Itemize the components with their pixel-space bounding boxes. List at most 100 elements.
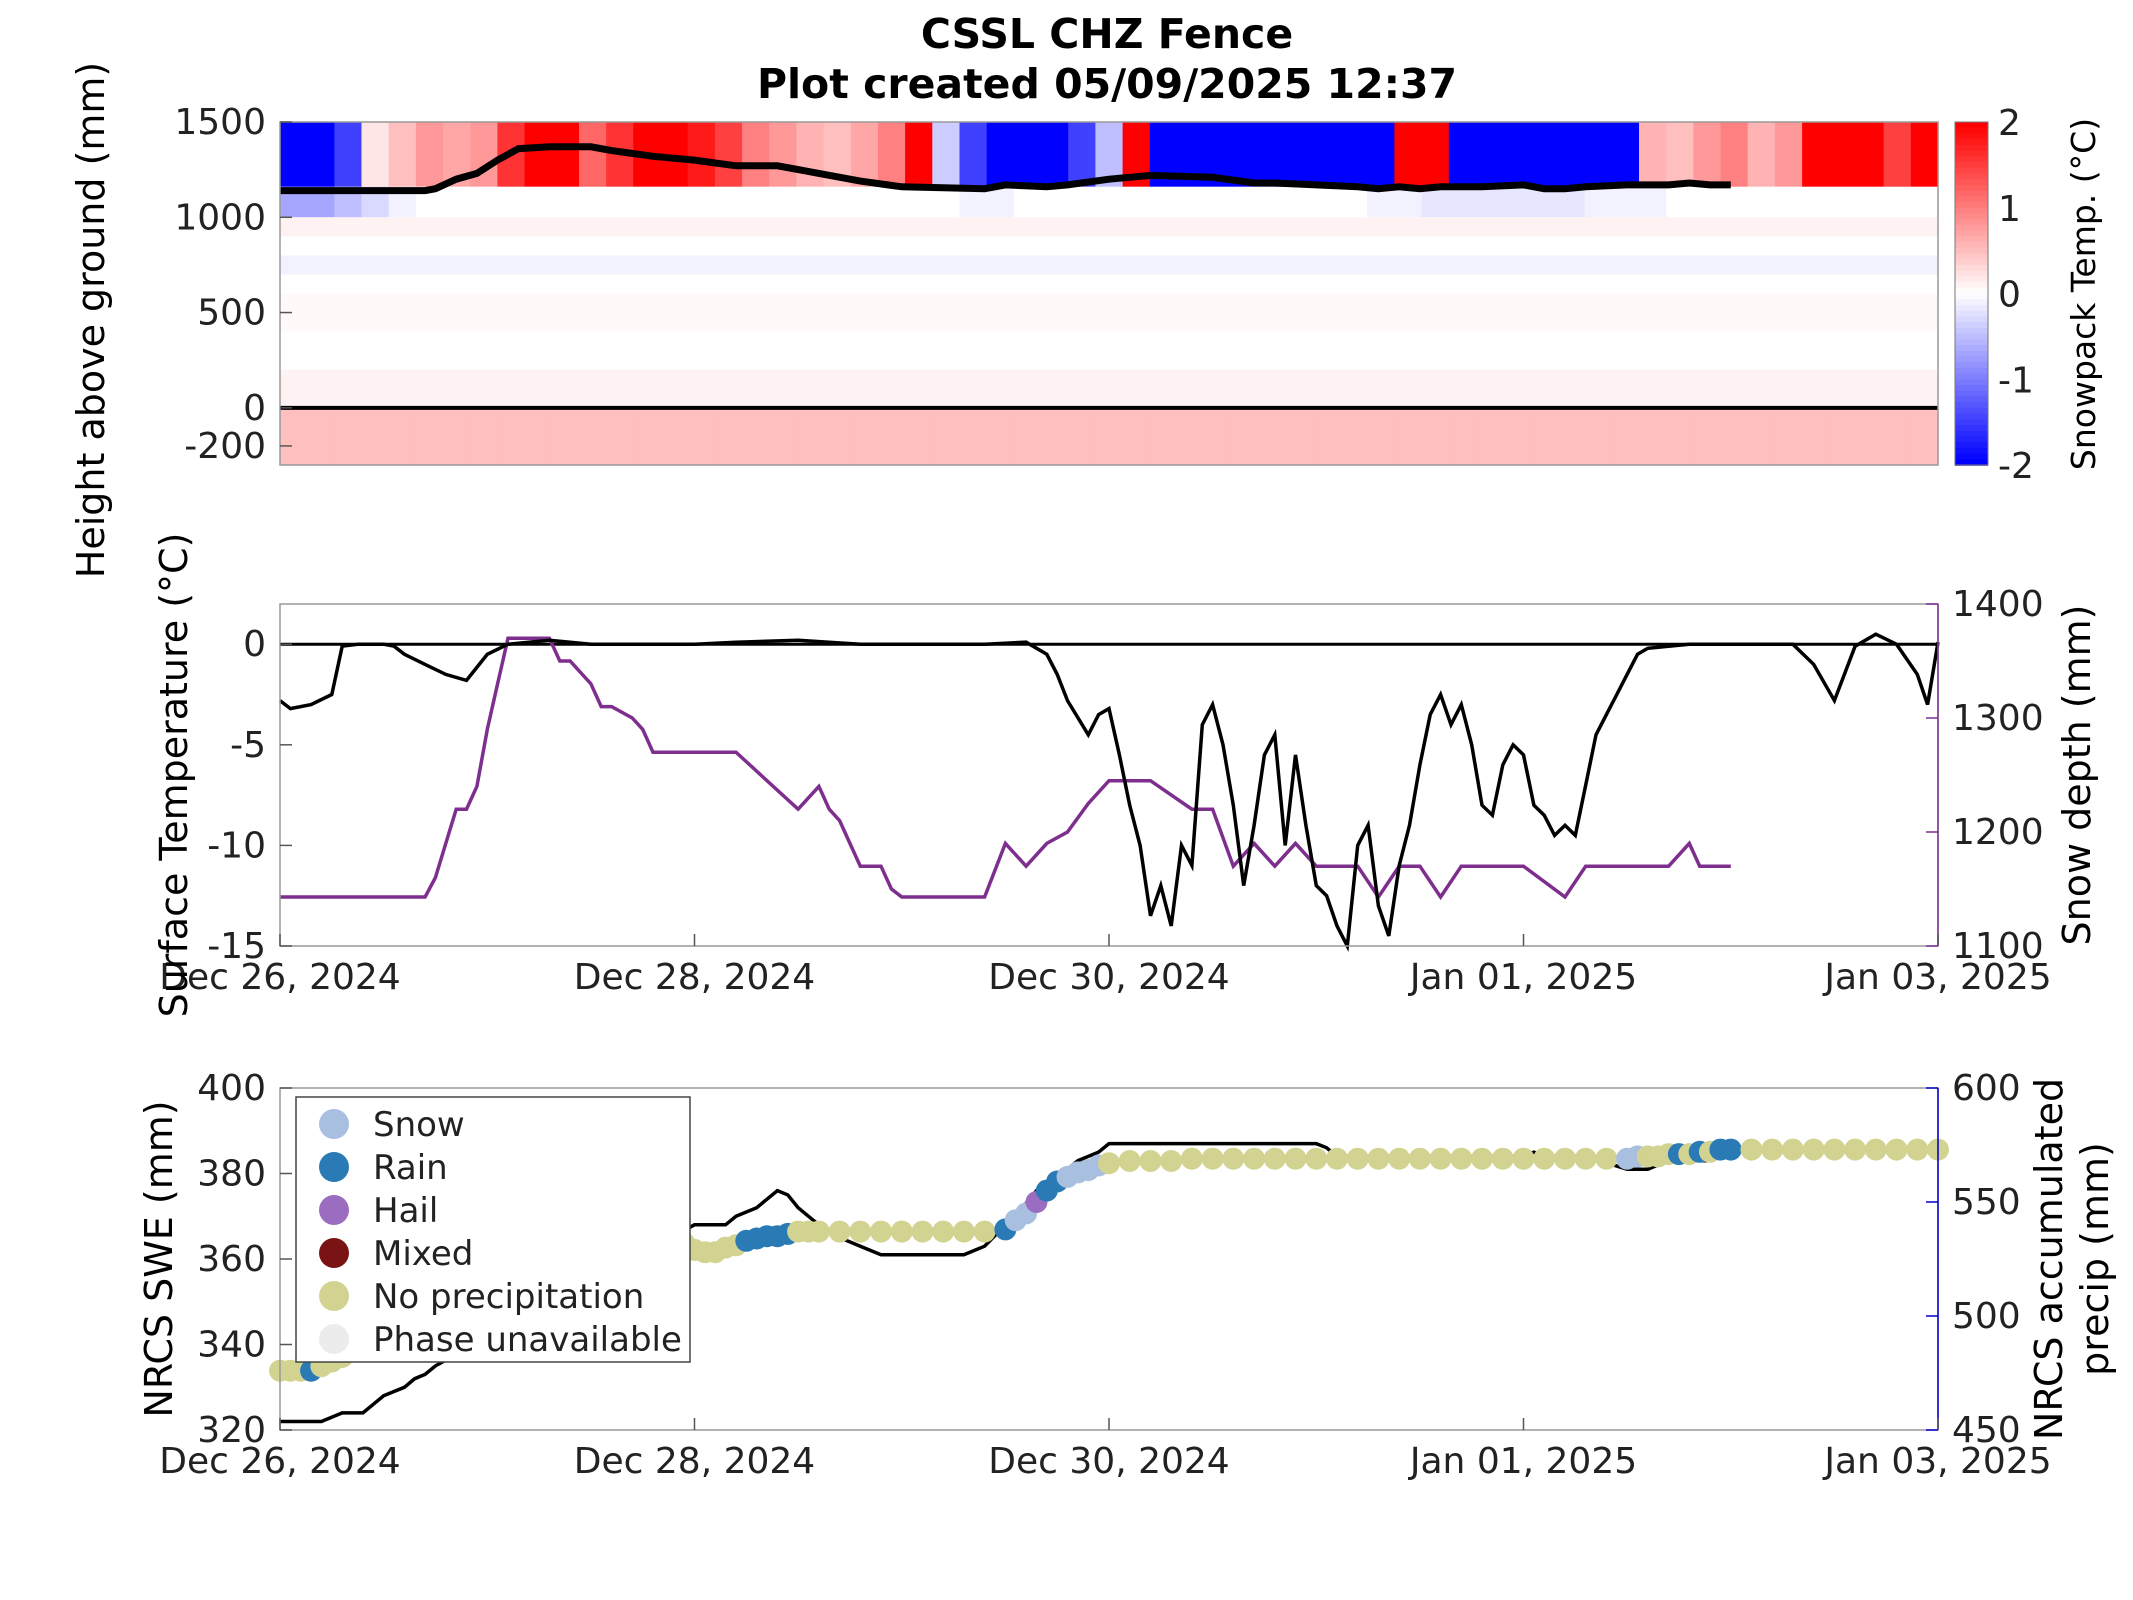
colorbar-segment [1955,230,1988,238]
colorbar-segment [1955,213,1988,220]
x-tick-label: Jan 03, 2025 [1822,1441,2051,1482]
heatmap-cell [1231,407,1260,465]
heatmap-cell [1394,369,1423,408]
heatmap-cell [1068,217,1096,237]
heatmap-cell [606,186,634,218]
heatmap-cell [687,407,716,465]
snow-depth-line [280,636,1731,901]
colorbar-segment [1955,379,1988,386]
heatmap-cell [823,293,852,332]
heatmap-cell [388,407,417,465]
heatmap-cell [687,186,716,218]
heatmap-cell [932,369,961,408]
heatmap-cell [932,122,961,187]
heatmap-cell [1421,407,1450,465]
heatmap-cell [742,122,770,187]
heatmap-cell [959,407,988,465]
heatmap-cell [1340,217,1368,237]
heatmap-cell [579,217,607,237]
y-tick-label: 340 [197,1325,266,1366]
heatmap-cell [1639,255,1667,275]
heatmap-cell [823,407,852,465]
y2-axis-label-line: precip (mm) [2073,1142,2117,1376]
heatmap-cell [1475,217,1504,237]
heatmap-cell [1149,407,1178,465]
heatmap-cell [1747,186,1776,218]
heatmap-cell [1557,122,1586,187]
heatmap-cell [307,217,335,237]
colorbar-segment [1955,373,1988,380]
y-tick-label: -15 [207,926,266,967]
precip-point [1719,1138,1742,1161]
heatmap-cell [769,217,797,237]
heatmap-cell [796,369,825,408]
heatmap-cell [1774,407,1803,465]
heatmap-cell [823,255,852,275]
y-tick-label: 380 [197,1154,266,1195]
legend-marker [319,1324,349,1354]
heatmap-cell [1774,186,1803,218]
heatmap-cell [1774,217,1803,237]
figure-title: CSSL CHZ Fence [921,10,1293,58]
heatmap-cell [1747,217,1776,237]
y2-tick-label: 1400 [1952,584,2044,625]
colorbar-segment [1955,419,1988,426]
heatmap-cell [1013,217,1042,237]
heatmap-cell [1068,369,1096,408]
y2-tick-label: 600 [1952,1068,2021,1109]
heatmap-cell [1774,293,1803,332]
heatmap-cell [986,255,1015,275]
heatmap-cell [1041,407,1069,465]
heatmap-cell [796,255,825,275]
heatmap-cell [633,407,662,465]
heatmap-cell [1448,217,1477,237]
heatmap-cell [1068,186,1096,218]
heatmap-cell [388,255,417,275]
heatmap-cell [986,122,1015,187]
heatmap-cell [633,293,662,332]
heatmap-cell [334,217,363,237]
heatmap-cell [307,407,335,465]
colorbar-segment [1955,310,1988,318]
heatmap-cell [1693,217,1722,237]
precip-point [1761,1138,1784,1161]
colorbar-segment [1955,207,1988,215]
heatmap-cell [1095,293,1124,332]
heatmap-cell [524,122,553,187]
heatmap-cell [850,407,879,465]
legend-label: No precipitation [373,1277,644,1317]
heatmap-cell [660,255,689,275]
heatmap-cell [1204,186,1232,218]
heatmap-cell [1639,293,1667,332]
heatmap-cell [1394,407,1423,465]
heatmap-cell [497,186,526,218]
y2-tick-label: 500 [1952,1296,2021,1337]
heatmap-cell [361,255,390,275]
heatmap-cell [1747,293,1776,332]
precip-point [1491,1147,1514,1170]
heatmap-cell [1693,255,1722,275]
precip-point [1222,1147,1245,1170]
heatmap-cell [932,407,961,465]
heatmap-cell [361,122,390,187]
colorbar-tick-label: 1 [1998,189,2021,230]
colorbar-segment [1955,333,1988,340]
heatmap-cell [1367,255,1395,275]
heatmap-cell [1639,217,1667,237]
heatmap-cell [551,407,580,465]
heatmap-cell [1285,293,1314,332]
heatmap-cell [579,407,607,465]
heatmap-cell [1584,186,1613,218]
x-tick-label: Jan 03, 2025 [1822,957,2051,998]
heatmap-cell [1611,122,1640,187]
heatmap-cell [878,407,906,465]
colorbar-segment [1955,184,1988,192]
heatmap-cell [1475,255,1504,275]
colorbar-segment [1955,459,1988,466]
legend-marker [319,1281,349,1311]
heatmap-cell [1475,369,1504,408]
heatmap-cell [1312,122,1341,187]
heatmap-cell [1122,407,1151,465]
precip-point [1512,1147,1535,1170]
